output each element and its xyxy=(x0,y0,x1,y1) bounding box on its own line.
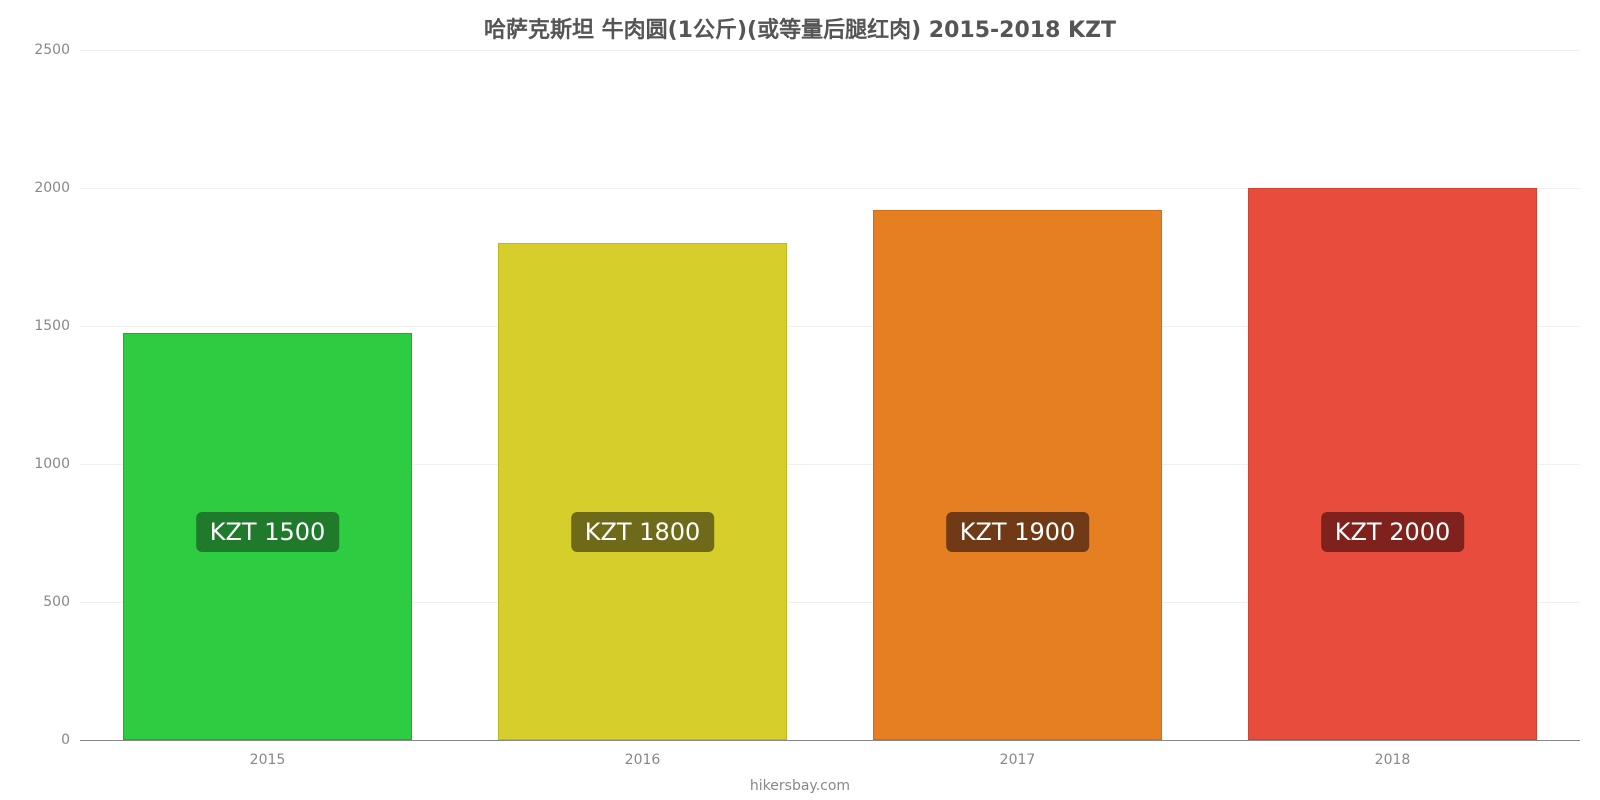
bar-value-badge: KZT 2000 xyxy=(1321,512,1465,552)
y-axis-label: 2000 xyxy=(34,180,80,196)
bar-chart: 050010001500200025002015KZT 15002016KZT … xyxy=(80,50,1580,740)
bar xyxy=(498,243,787,740)
y-axis-label: 2500 xyxy=(34,42,80,58)
x-axis-label: 2017 xyxy=(1000,740,1036,768)
gridline xyxy=(80,50,1580,51)
bar-value-badge: KZT 1800 xyxy=(571,512,715,552)
footer-source: hikersbay.com xyxy=(0,778,1600,794)
chart-title: 哈萨克斯坦 牛肉圆(1公斤)(或等量后腿红肉) 2015-2018 KZT xyxy=(0,12,1600,44)
x-axis-label: 2016 xyxy=(625,740,661,768)
y-axis-label: 1000 xyxy=(34,456,80,472)
bar-value-badge: KZT 1900 xyxy=(946,512,1090,552)
bar xyxy=(873,210,1162,740)
x-axis-label: 2018 xyxy=(1375,740,1411,768)
y-axis-label: 0 xyxy=(61,732,80,748)
x-axis-line xyxy=(80,740,1580,741)
x-axis-label: 2015 xyxy=(250,740,286,768)
bar xyxy=(1248,188,1537,740)
bar-value-badge: KZT 1500 xyxy=(196,512,340,552)
plot-area: 050010001500200025002015KZT 15002016KZT … xyxy=(80,50,1580,740)
y-axis-label: 500 xyxy=(43,594,80,610)
y-axis-label: 1500 xyxy=(34,318,80,334)
